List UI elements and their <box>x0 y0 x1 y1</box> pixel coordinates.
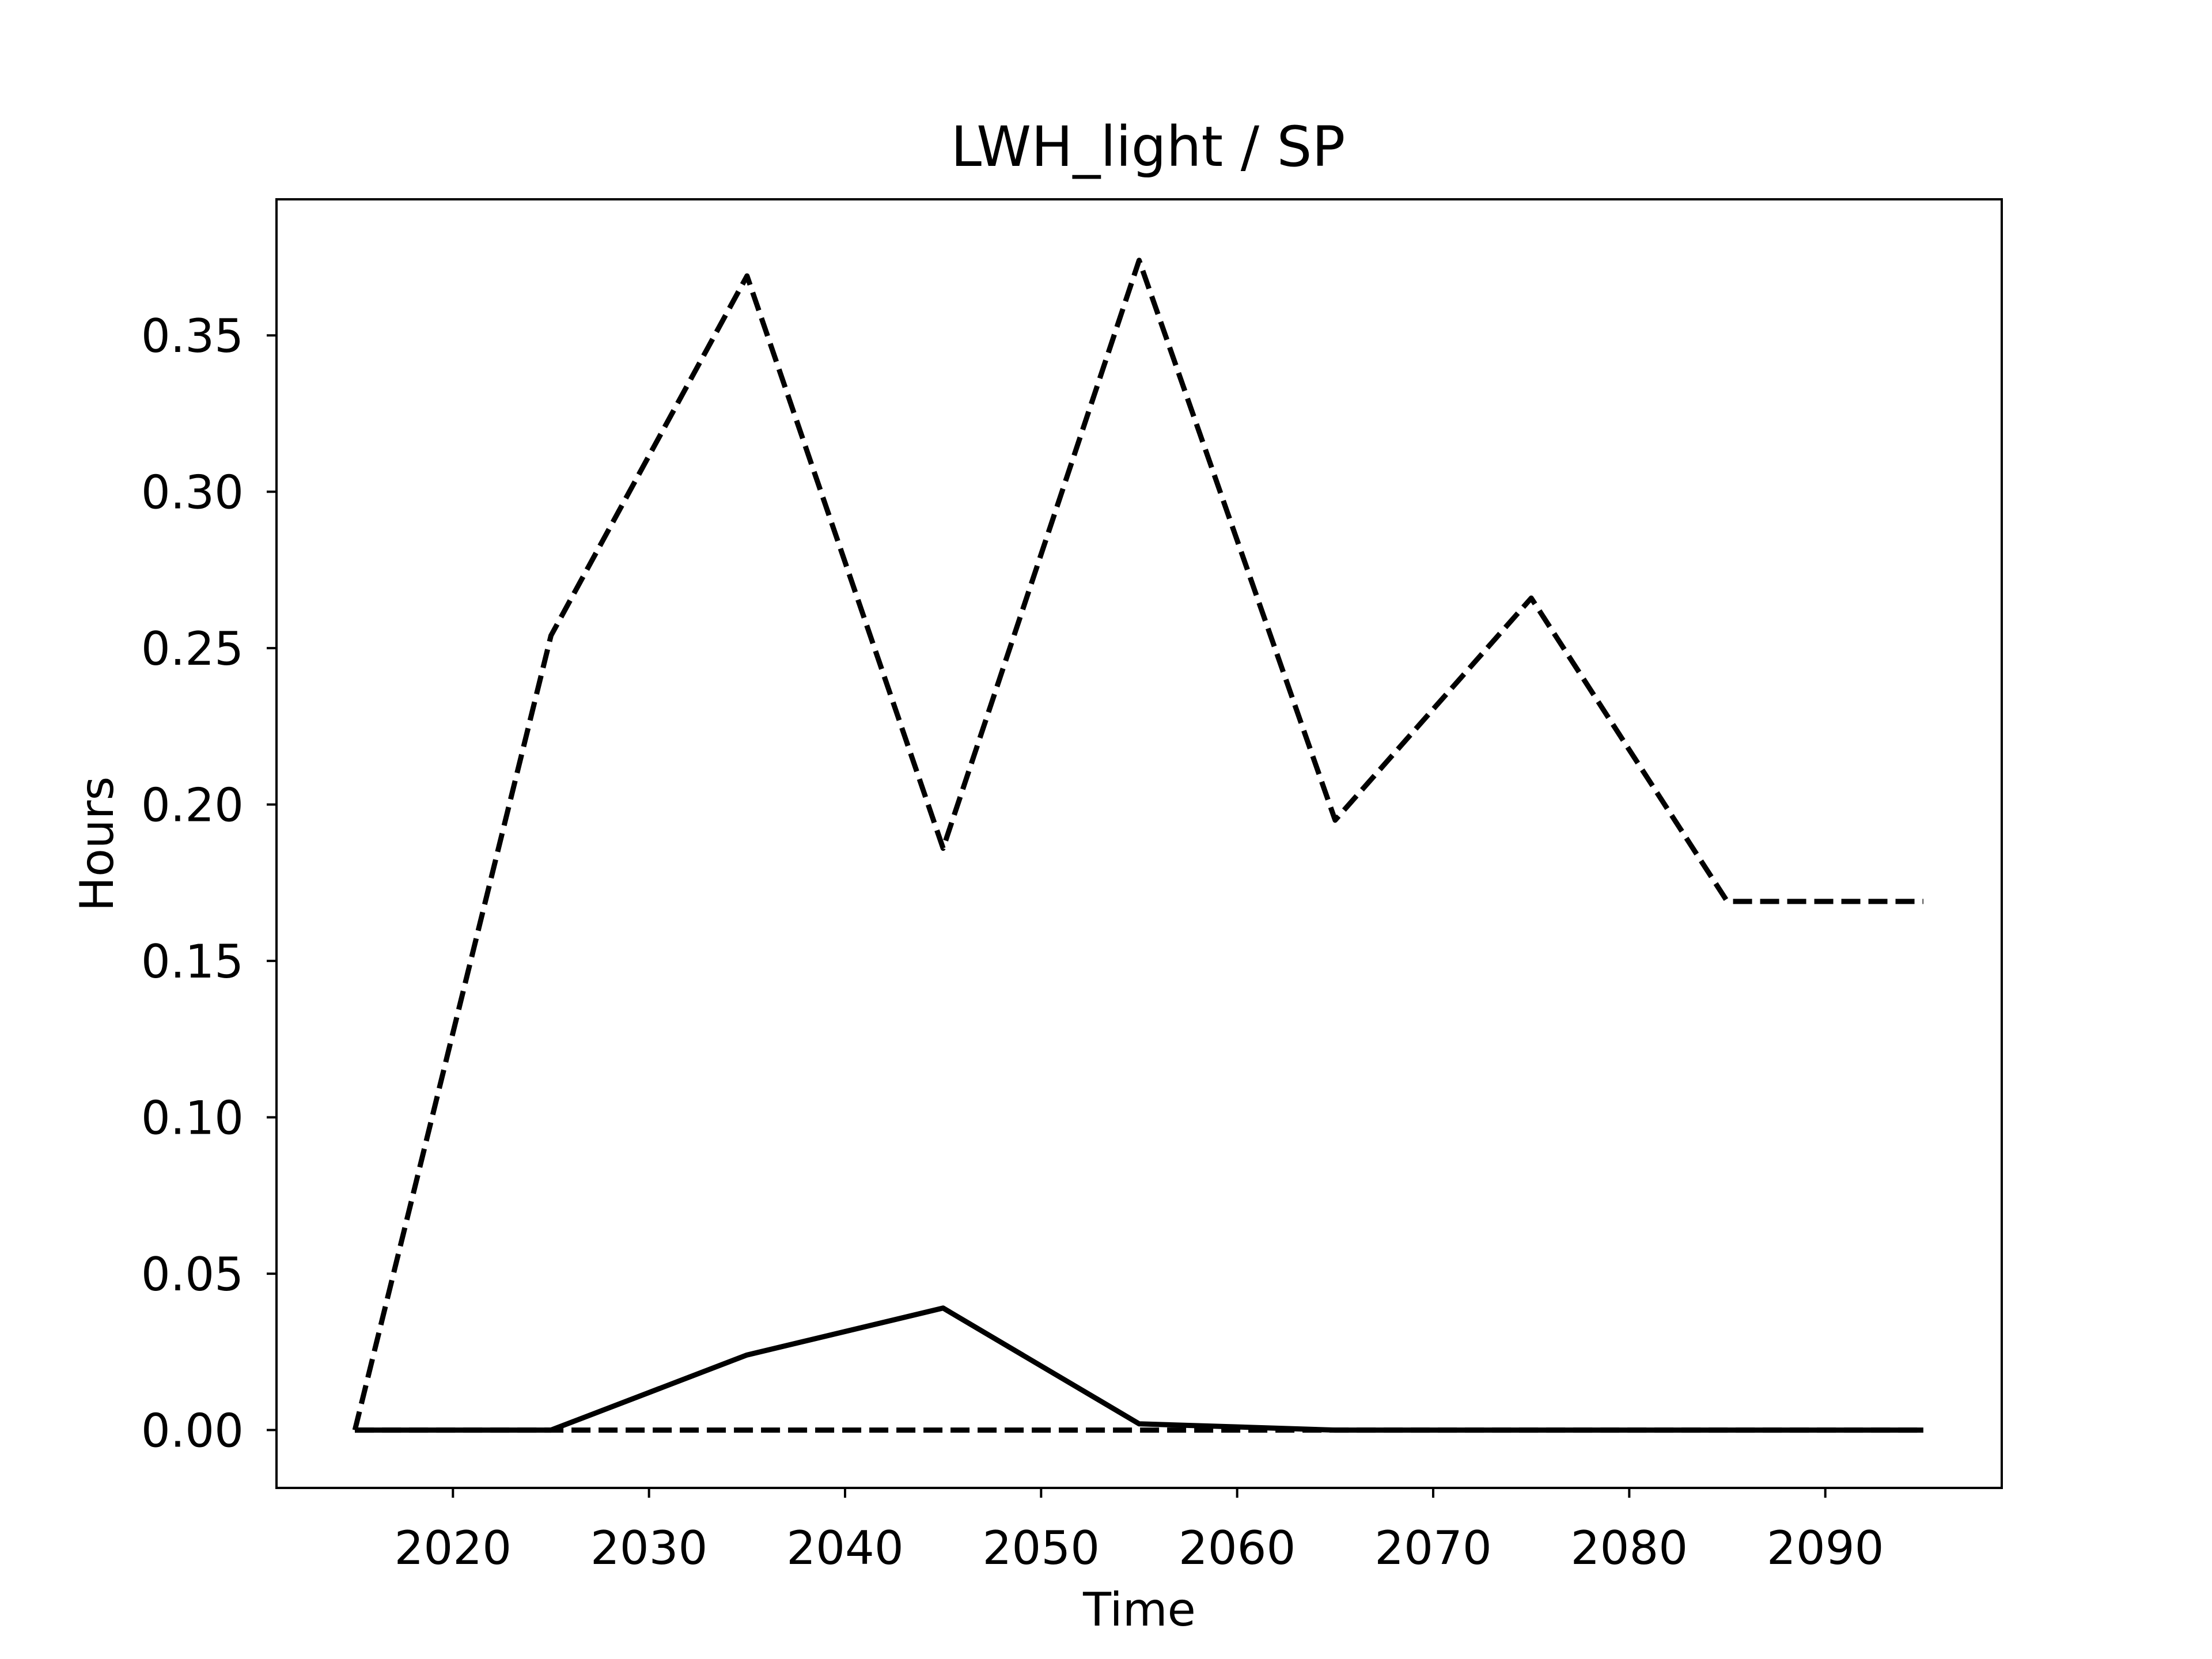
plot-frame <box>275 198 2003 1489</box>
y-tick-label: 0.25 <box>141 622 244 676</box>
y-tick-label: 0.00 <box>141 1404 244 1458</box>
y-tick-label: 0.30 <box>141 466 244 520</box>
x-tick-label: 2090 <box>1767 1521 1884 1575</box>
x-tick-label: 2060 <box>1179 1521 1296 1575</box>
y-tick-label: 0.20 <box>141 779 244 832</box>
chart-title: LWH_light / SP <box>951 115 1346 179</box>
x-axis-label: Time <box>1082 1583 1196 1637</box>
y-tick-label: 0.15 <box>141 935 244 988</box>
series-layer <box>352 257 1923 1433</box>
y-axis: 0.00 0.05 0.10 0.15 0.20 0.25 0.30 0.35 <box>141 309 276 1458</box>
x-tick-label: 2040 <box>786 1521 904 1575</box>
series-line-1 <box>352 257 1923 1431</box>
y-tick-label: 0.10 <box>141 1092 244 1145</box>
x-tick-label: 2020 <box>395 1521 512 1575</box>
x-tick-label: 2070 <box>1374 1521 1492 1575</box>
x-axis: 2020 2030 2040 2050 2060 2070 2080 2090 <box>395 1488 1884 1575</box>
y-tick-label: 0.35 <box>141 309 244 363</box>
y-axis-label: Hours <box>70 777 124 911</box>
x-tick-label: 2080 <box>1571 1521 1688 1575</box>
y-tick-label: 0.05 <box>141 1248 244 1301</box>
x-tick-label: 2050 <box>983 1521 1100 1575</box>
x-tick-label: 2030 <box>590 1521 708 1575</box>
